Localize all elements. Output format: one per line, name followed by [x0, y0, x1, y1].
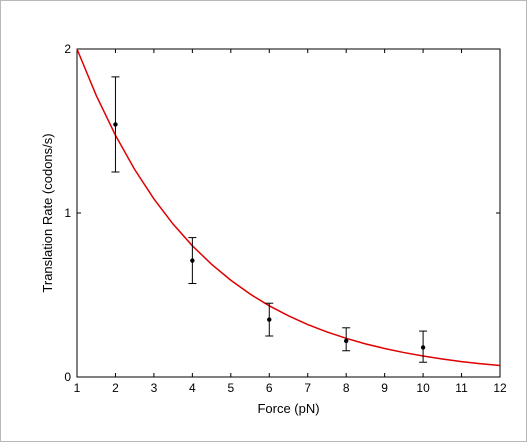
x-tick-label: 1 — [74, 381, 81, 395]
x-tick-label: 10 — [416, 381, 430, 395]
data-point-group — [188, 237, 197, 285]
data-point-group — [265, 302, 274, 337]
x-tick-label: 11 — [455, 381, 468, 395]
x-tick-label: 4 — [189, 381, 196, 395]
y-tick-label: 0 — [64, 370, 71, 384]
x-tick-label: 7 — [304, 381, 311, 395]
data-point — [343, 338, 349, 344]
x-axis-label: Force (pN) — [257, 401, 319, 416]
x-tick-label: 2 — [112, 381, 119, 395]
data-point — [420, 345, 426, 350]
x-tick-label: 12 — [493, 381, 507, 395]
y-axis-label: Translation Rate (codons/s) — [40, 133, 55, 292]
data-point-group — [342, 327, 351, 352]
data-points — [111, 76, 428, 363]
data-point — [190, 258, 195, 263]
y-tick-label: 1 — [64, 206, 71, 220]
x-tick-label: 9 — [381, 381, 388, 395]
fit-curve — [76, 48, 501, 367]
data-point-group — [111, 76, 120, 173]
x-tick-label: 5 — [227, 381, 234, 395]
data-point — [267, 317, 272, 322]
x-tick-label: 6 — [266, 381, 273, 395]
data-point — [113, 122, 118, 127]
x-tick-label: 3 — [151, 381, 158, 395]
plot-area — [76, 48, 501, 378]
data-point-group — [419, 330, 428, 363]
x-tick-label: 8 — [343, 381, 350, 395]
y-tick-label: 2 — [64, 42, 71, 56]
